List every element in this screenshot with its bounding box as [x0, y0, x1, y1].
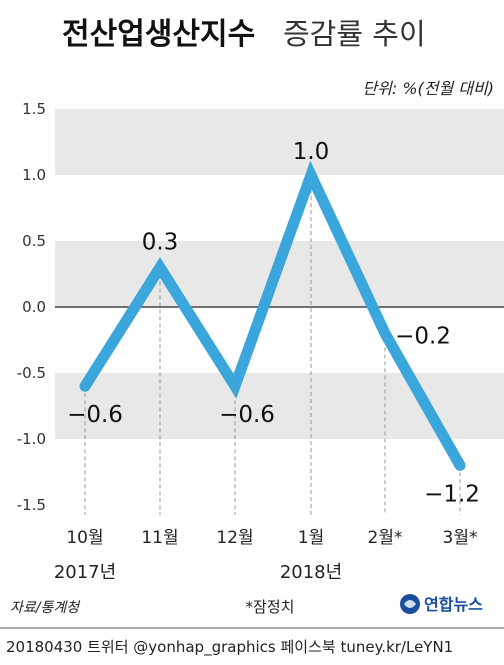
- brand-name: 연합뉴스: [424, 595, 483, 614]
- year-label: 2018년: [280, 562, 342, 583]
- vertical-guides: [84, 175, 461, 515]
- y-axis-ticks: 1.5 1.0 0.5 0.0 -0.5 -1.0 -1.5: [17, 100, 46, 514]
- source-label: 자료/통계청: [10, 600, 81, 616]
- provisional-note: *잠정치: [246, 598, 295, 616]
- y-tick-label: 0.5: [22, 232, 46, 250]
- data-label: −0.2: [395, 323, 451, 349]
- y-tick-label: -1.0: [17, 430, 46, 448]
- chart-title-main: 전산업생산지수: [62, 17, 255, 52]
- y-tick-label: 1.0: [22, 166, 46, 184]
- x-tick-label: 1월: [298, 528, 324, 548]
- year-label: 2017년: [54, 562, 116, 583]
- x-tick-label: 10월: [66, 528, 103, 548]
- data-label: −1.2: [424, 481, 480, 507]
- series-line: [79, 160, 466, 471]
- year-labels: 2017년 2018년: [54, 562, 342, 583]
- y-tick-label: 1.5: [22, 100, 46, 118]
- data-labels: −0.6 0.3 −0.6 1.0 −0.2 −1.2: [67, 139, 480, 507]
- x-tick-label: 3월*: [443, 528, 478, 548]
- credit-line: 20180430 트위터 @yonhap_graphics 페이스북 tuney…: [6, 638, 453, 657]
- data-label: 1.0: [293, 139, 330, 165]
- x-tick-label: 11월: [141, 528, 178, 548]
- y-tick-label: -1.5: [17, 496, 46, 514]
- unit-label: 단위: %(전월 대비): [362, 79, 494, 98]
- x-axis-ticks: 10월 11월 12월 1월 2월* 3월*: [66, 528, 477, 548]
- grid-band: [55, 109, 504, 175]
- chart-title-sub: 증감률 추이: [283, 17, 426, 51]
- data-label: −0.6: [67, 402, 123, 428]
- data-label: −0.6: [219, 402, 275, 428]
- y-tick-label: 0.0: [22, 298, 46, 316]
- x-tick-label: 2월*: [368, 528, 403, 548]
- brand-logo: 연합뉴스: [400, 594, 483, 614]
- x-tick-label: 12월: [216, 528, 253, 548]
- y-tick-label: -0.5: [17, 364, 46, 382]
- data-label: 0.3: [142, 229, 179, 255]
- series-line-path: [79, 160, 466, 471]
